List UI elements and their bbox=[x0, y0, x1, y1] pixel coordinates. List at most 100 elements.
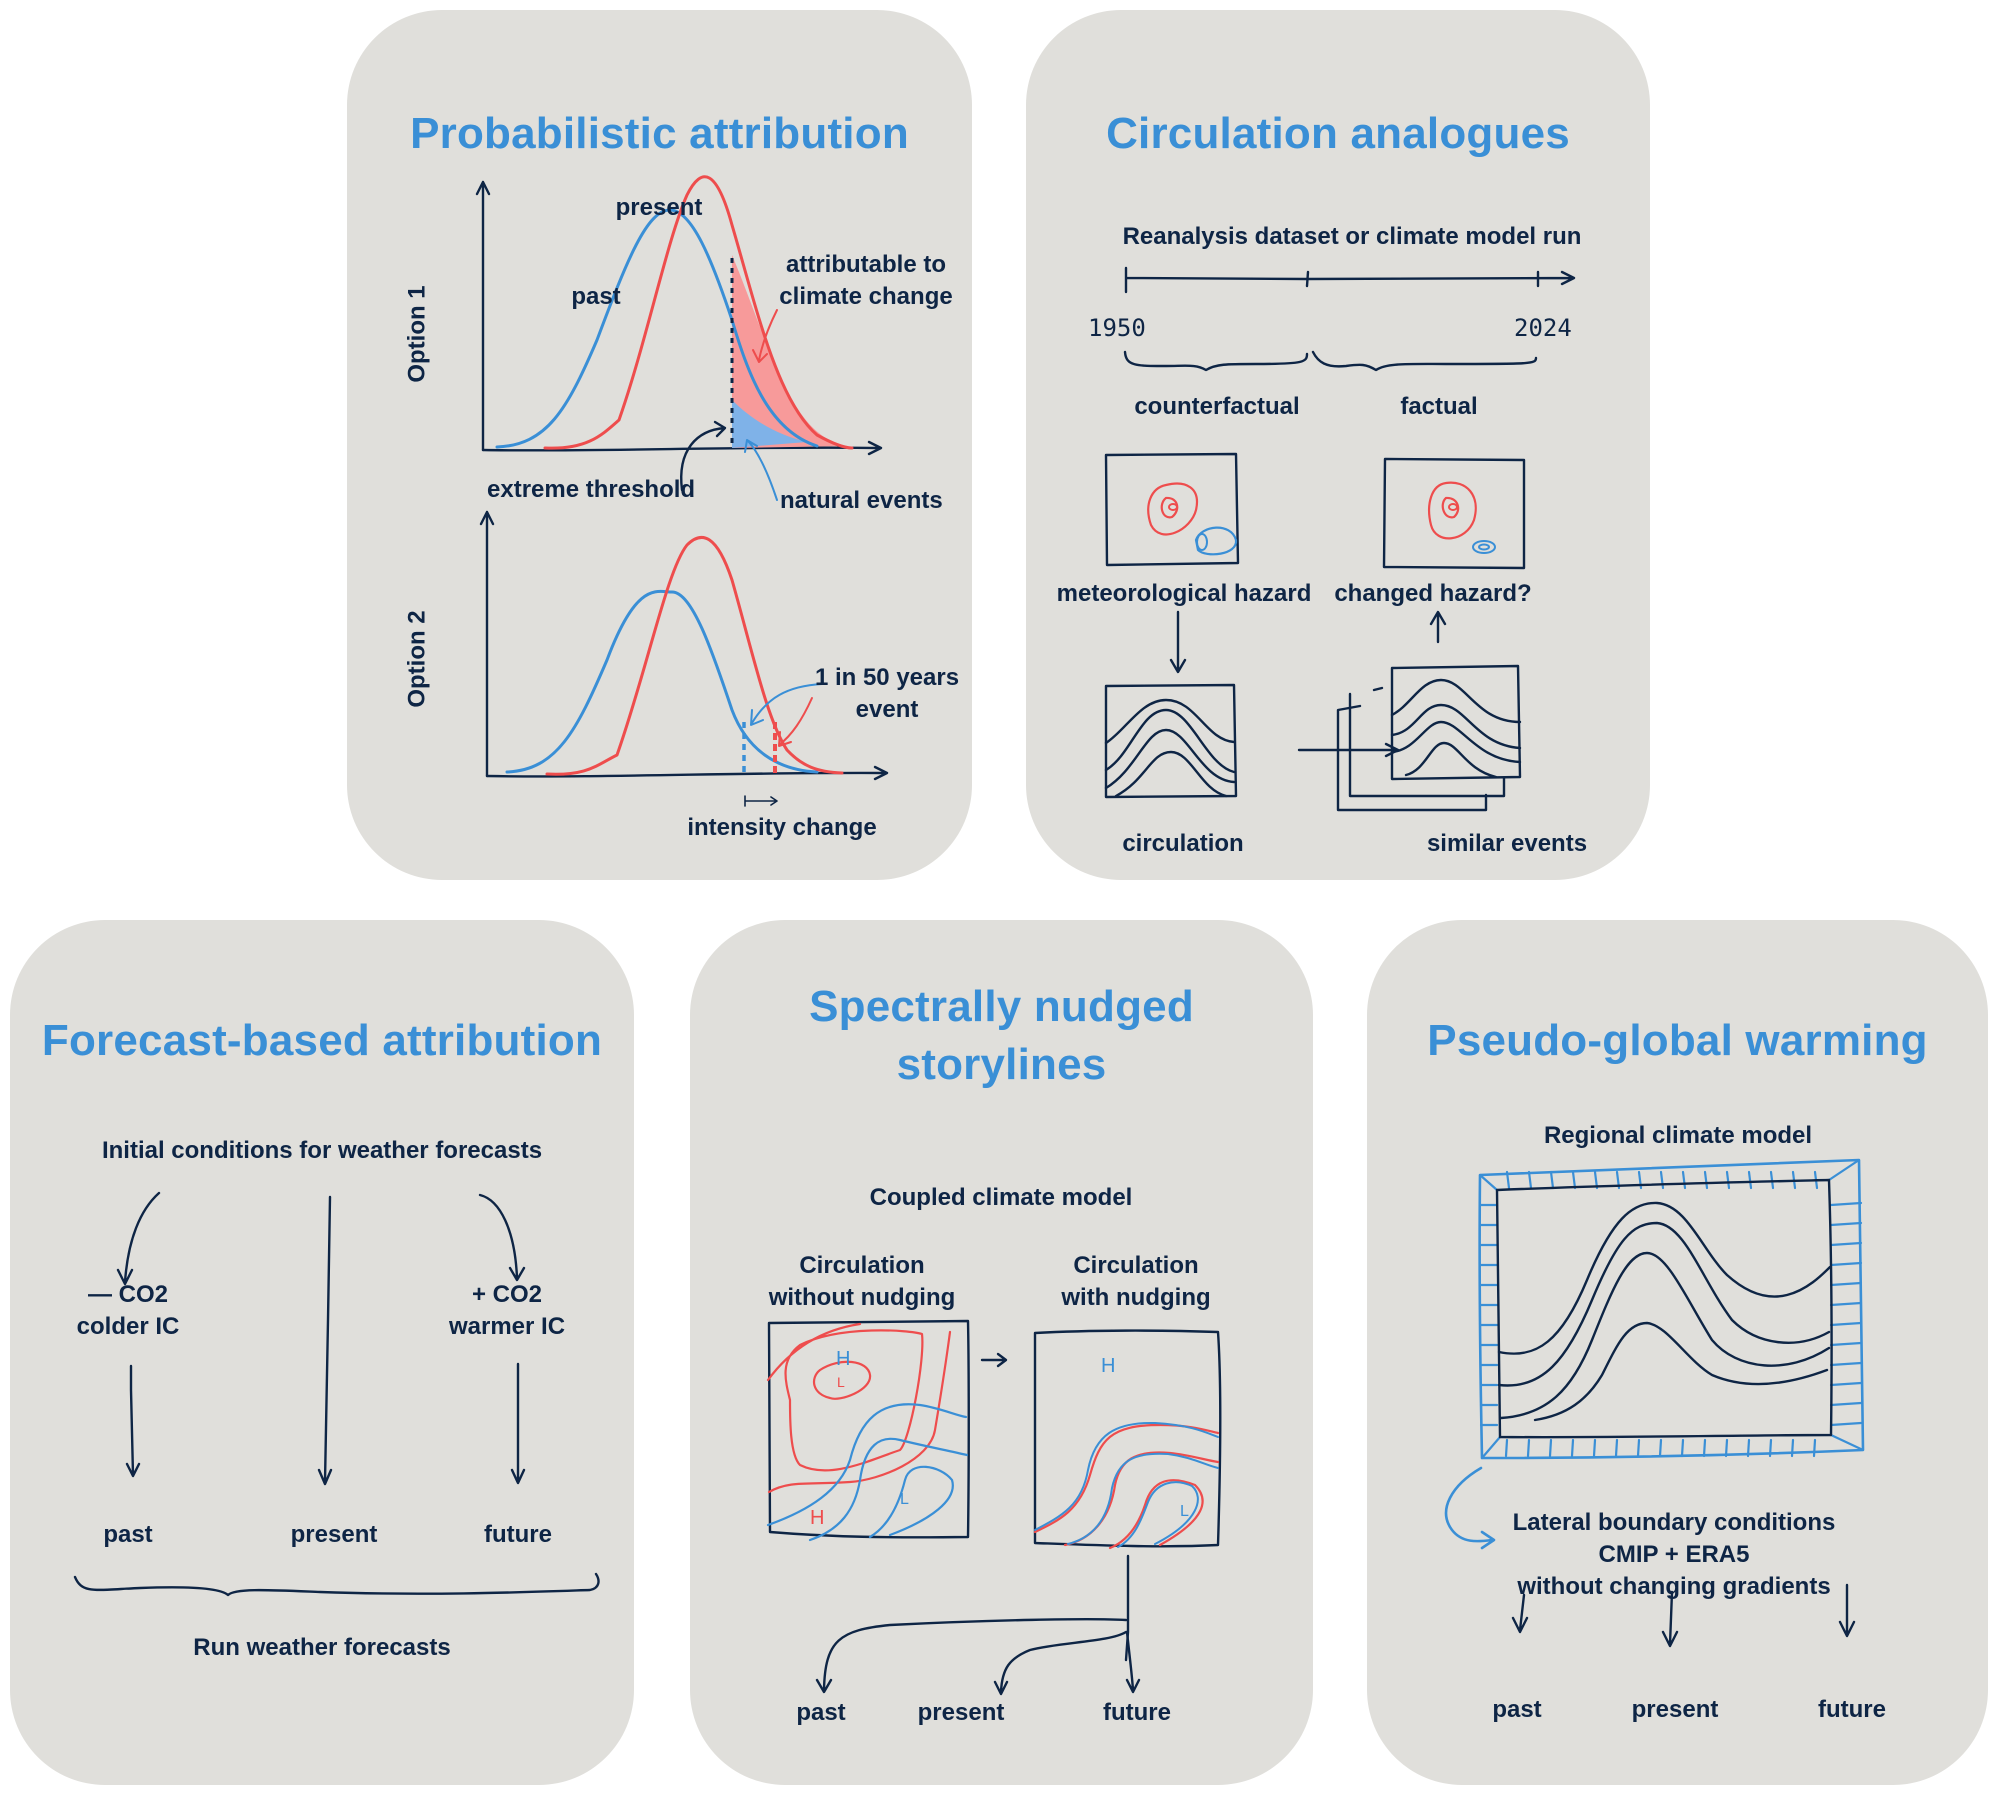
without-nudging-label-1: Circulation bbox=[799, 1252, 925, 1279]
hatch-mark bbox=[1790, 1438, 1795, 1458]
similar-line bbox=[1404, 741, 1498, 779]
timeline-arrow bbox=[1124, 266, 1576, 294]
panel-pseudo-global-warming: Pseudo-global warming Regional climate m… bbox=[1367, 920, 1988, 1785]
hazard-map-frame bbox=[1104, 452, 1240, 567]
present-branch-arrow bbox=[993, 1630, 1128, 1696]
changed-red-core bbox=[1448, 503, 1458, 511]
hatch-mark bbox=[1570, 1438, 1575, 1458]
regional-model-label: Regional climate model bbox=[1543, 1122, 1813, 1149]
past-event-pointer bbox=[750, 683, 823, 726]
with-red-low bbox=[1108, 1479, 1204, 1550]
analogues-drawing bbox=[1104, 266, 1576, 812]
circulation-map-frame bbox=[1104, 683, 1238, 799]
present-arrow bbox=[1661, 1590, 1679, 1648]
future-arrow bbox=[510, 1362, 526, 1485]
hatch-mark bbox=[1681, 1170, 1687, 1190]
panel-title: Circulation analogues bbox=[1106, 109, 1570, 158]
present-curve bbox=[543, 175, 854, 450]
boundary-hatching bbox=[1478, 1158, 1865, 1460]
dataset-label: Reanalysis dataset or climate model run bbox=[1122, 223, 1582, 250]
hatch-mark bbox=[1829, 1201, 1863, 1207]
present-label: present bbox=[615, 194, 703, 221]
hatch-mark bbox=[1549, 1170, 1555, 1190]
future-label: future bbox=[1103, 1699, 1171, 1726]
up-arrow bbox=[1429, 610, 1447, 644]
with-nudging-label-2: with nudging bbox=[1061, 1284, 1211, 1311]
hatch-mark bbox=[1724, 1438, 1729, 1458]
contour-line bbox=[1497, 1201, 1832, 1355]
hatch-mark bbox=[1827, 1158, 1861, 1182]
future-label: future bbox=[484, 1521, 552, 1548]
hatch-mark bbox=[1829, 1261, 1863, 1267]
hatch-mark bbox=[1829, 1421, 1863, 1427]
event-label-1: 1 in 50 years bbox=[814, 664, 960, 691]
threshold-pointer bbox=[680, 420, 727, 492]
attributable-pointer bbox=[752, 309, 778, 363]
without-blue-line bbox=[766, 1403, 968, 1527]
hatch-mark bbox=[1480, 1435, 1502, 1460]
option2-label: Option 2 bbox=[403, 610, 431, 708]
natural-events-area bbox=[732, 400, 807, 448]
initial-conditions-label: Initial conditions for weather forecasts bbox=[101, 1137, 543, 1164]
hatch-mark bbox=[1829, 1433, 1865, 1452]
factual-label: factual bbox=[1400, 393, 1478, 420]
past-branch-arrow bbox=[815, 1554, 1130, 1694]
hatch-mark bbox=[1768, 1438, 1773, 1458]
nudging-arrow bbox=[980, 1352, 1008, 1368]
high-marker: H bbox=[836, 1348, 851, 1370]
present-curve-2 bbox=[545, 535, 844, 776]
high-marker: H bbox=[810, 1507, 825, 1529]
hatch-mark bbox=[1829, 1221, 1863, 1227]
lbc-label-3: without changing gradients bbox=[1517, 1573, 1831, 1600]
past-curve bbox=[495, 208, 819, 449]
low-marker: L bbox=[900, 1491, 909, 1508]
hatch-mark bbox=[1571, 1170, 1577, 1190]
right-arrow bbox=[1297, 742, 1400, 758]
coupled-model-label: Coupled climate model bbox=[869, 1184, 1133, 1211]
run-forecasts-brace bbox=[73, 1572, 600, 1597]
hatch-mark bbox=[1659, 1170, 1665, 1190]
with-blue-low bbox=[1117, 1481, 1199, 1548]
past-label: past bbox=[796, 1699, 846, 1726]
similar-line bbox=[1390, 678, 1522, 724]
hazard-blue-contour bbox=[1194, 526, 1238, 556]
intensity-change-label: intensity change bbox=[687, 814, 877, 841]
changed-blue-contour bbox=[1472, 540, 1496, 554]
past-label: past bbox=[103, 1521, 153, 1548]
attributable-label-1: attributable to bbox=[786, 251, 946, 278]
intensity-change-arrow bbox=[744, 795, 778, 807]
nudged-drawing bbox=[766, 1319, 1222, 1696]
hatch-mark bbox=[1746, 1438, 1751, 1458]
hatch-mark bbox=[1829, 1281, 1863, 1287]
counterfactual-label: counterfactual bbox=[1134, 393, 1300, 420]
inner-domain-frame bbox=[1495, 1178, 1833, 1439]
year-start-label: 1950 bbox=[1088, 314, 1146, 342]
hatch-mark bbox=[1478, 1173, 1499, 1192]
year-end-label: 2024 bbox=[1514, 314, 1572, 342]
contour-line bbox=[1533, 1321, 1829, 1422]
panel-title: Forecast-based attribution bbox=[41, 1016, 603, 1065]
circulation-line bbox=[1114, 750, 1228, 798]
plus-co2-label: + CO2 bbox=[471, 1281, 543, 1308]
hatch-mark bbox=[1504, 1438, 1509, 1458]
stack-back-frame bbox=[1336, 704, 1488, 812]
past-curve-2 bbox=[505, 589, 819, 774]
attributable-label-2: climate change bbox=[779, 283, 953, 310]
warmer-ic-label: warmer IC bbox=[448, 1313, 566, 1340]
past-arrow bbox=[1511, 1593, 1529, 1634]
without-red-contours bbox=[766, 1322, 924, 1472]
contour-line bbox=[1497, 1221, 1831, 1387]
past-arrow bbox=[125, 1364, 141, 1478]
threshold-label: extreme threshold bbox=[487, 476, 696, 503]
past-label: past bbox=[1492, 1696, 1542, 1723]
down-arrow bbox=[1169, 610, 1187, 674]
y-axis-arrow-2 bbox=[479, 510, 495, 778]
hatch-mark bbox=[1829, 1321, 1863, 1327]
present-event-pointer bbox=[778, 697, 813, 747]
forecast-drawing bbox=[73, 1191, 600, 1597]
natural-events-label: natural events bbox=[780, 487, 943, 514]
hatch-mark bbox=[1680, 1438, 1685, 1458]
without-red-low bbox=[812, 1360, 872, 1400]
without-nudging-label-2: without nudging bbox=[768, 1284, 956, 1311]
future-label: future bbox=[1818, 1696, 1886, 1723]
